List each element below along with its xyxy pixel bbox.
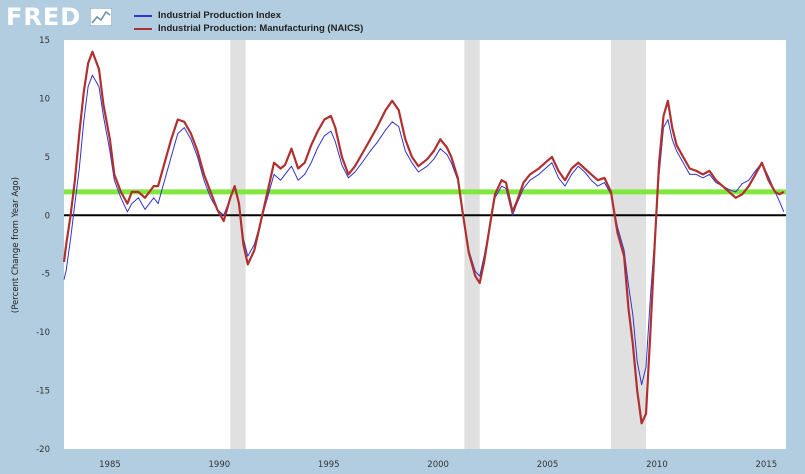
fred-logo[interactable]: FRED [6,3,82,31]
legend-label: Industrial Production Index [158,10,281,21]
y-tick-label: 5 [45,153,50,163]
legend-label: Industrial Production: Manufacturing (NA… [158,23,364,34]
x-tick-label: 2000 [427,460,449,470]
y-tick-label: -15 [36,387,50,397]
recession-band [464,40,480,449]
x-tick-label: 2015 [755,460,777,470]
y-tick-label: 10 [39,94,50,104]
recession-band [230,40,246,449]
y-axis-label: (Percent Change from Year Ago) [11,177,21,313]
y-tick-label: -10 [36,328,50,338]
legend-swatch-industrial-production [134,14,152,17]
series-layer [62,50,785,425]
reference-lines [64,189,786,217]
plot-area [64,40,786,449]
y-tick-label: 15 [39,36,50,46]
legend-item: Industrial Production Index [134,9,363,22]
y-tick-label: -20 [36,445,50,455]
recession-band [610,40,646,449]
chart-logo-icon [90,8,112,26]
series-line-manufacturing [62,50,785,425]
recession-bands [230,40,646,449]
y-tick-label: 0 [45,211,50,221]
x-tick-label: 1985 [99,460,121,470]
legend-item: Industrial Production: Manufacturing (NA… [134,22,363,35]
x-tick-label: 2005 [537,460,559,470]
x-tick-label: 1995 [318,460,340,470]
x-tick-label: 2010 [646,460,668,470]
x-axis-ticks: 1985 1990 1995 2000 2005 2010 2015 [99,460,777,470]
y-axis-ticks: 15 10 5 0 -5 -10 -15 -20 [36,36,50,455]
legend: Industrial Production Index Industrial P… [134,9,363,35]
y-tick-label: -5 [42,270,50,280]
x-tick-label: 1990 [209,460,231,470]
header: FRED Industrial Production Index Industr… [0,0,805,40]
legend-swatch-manufacturing [134,27,152,30]
